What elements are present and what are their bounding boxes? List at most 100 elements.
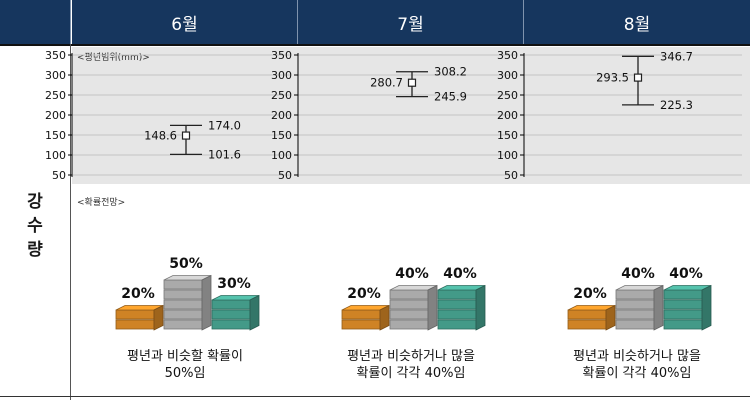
range-chart-june: 350 300 250 200 150 100 50 174.0 101.6 148.6 <box>45 49 290 182</box>
y-tick-label: 300 <box>271 69 292 82</box>
probability-note-august: 평년과 비슷하거나 많을 확률이 각각 40%임 <box>573 349 701 381</box>
above-normal-side <box>701 284 712 331</box>
below-normal-percent-label: 20% <box>347 286 381 302</box>
above-normal-percent-label: 30% <box>217 276 251 292</box>
near-normal-block <box>389 299 429 310</box>
near-normal-block <box>615 319 655 330</box>
y-tick-label: 350 <box>271 49 292 62</box>
lower-value-label: 101.6 <box>208 147 241 161</box>
y-tick-label: 100 <box>45 149 66 162</box>
above-normal-block <box>663 309 703 320</box>
below-normal-block <box>341 309 381 320</box>
near-normal-block <box>615 289 655 300</box>
near-normal-block <box>615 299 655 310</box>
above-normal-side <box>249 294 260 331</box>
above-normal-block <box>211 309 251 320</box>
above-normal-percent-label: 40% <box>669 266 703 282</box>
y-tick-label: 200 <box>271 109 292 122</box>
mean-value-label: 148.6 <box>144 129 177 143</box>
lower-value-label: 245.9 <box>434 90 467 104</box>
mean-marker <box>633 73 643 82</box>
y-tick-label: 250 <box>497 89 518 102</box>
y-tick-label: 200 <box>497 109 518 122</box>
below-normal-block <box>341 319 381 330</box>
header-corner <box>0 0 70 44</box>
mean-marker <box>181 131 191 140</box>
probability-caption: <확률전망> <box>77 198 126 208</box>
y-tick-label: 300 <box>45 69 66 82</box>
near-normal-side <box>201 274 212 331</box>
probability-chart-august: 20% 40% 40% <box>567 266 712 331</box>
near-normal-block <box>163 279 203 290</box>
near-normal-block <box>163 309 203 320</box>
header-month-aug: 8월 <box>524 0 750 44</box>
probability-chart-june: 20% 50% 30% <box>115 256 260 331</box>
near-normal-percent-label: 40% <box>621 266 655 282</box>
probability-chart-july: 20% 40% 40% <box>341 266 486 331</box>
above-normal-side <box>475 284 486 331</box>
mean-value-label: 280.7 <box>370 76 403 90</box>
near-normal-block <box>389 309 429 320</box>
header-month-jun: 6월 <box>72 0 297 44</box>
near-normal-side <box>427 284 438 331</box>
range-chart-july: 350 300 250 200 150 100 50 308.2 245.9 280.7 <box>271 49 516 182</box>
precipitation-label: 강 수 량 <box>27 192 43 260</box>
header-month-jul: 7월 <box>298 0 523 44</box>
upper-value-label: 174.0 <box>208 118 241 132</box>
below-normal-percent-label: 20% <box>573 286 607 302</box>
y-tick-label: 250 <box>45 89 66 102</box>
y-tick-label: 50 <box>504 169 518 182</box>
below-normal-side <box>605 304 616 331</box>
above-normal-block <box>211 299 251 310</box>
near-normal-block <box>163 289 203 300</box>
below-normal-block <box>567 319 607 330</box>
upper-value-label: 346.7 <box>660 49 693 63</box>
near-normal-percent-label: 50% <box>169 256 203 272</box>
above-normal-block <box>437 289 477 300</box>
y-tick-label: 50 <box>52 169 66 182</box>
below-normal-block <box>567 309 607 320</box>
header-divider <box>70 0 71 44</box>
y-tick-label: 150 <box>45 129 66 142</box>
header-divider <box>297 0 298 44</box>
left-column-divider <box>70 44 71 400</box>
below-normal-block <box>115 319 155 330</box>
near-normal-percent-label: 40% <box>395 266 429 282</box>
near-normal-side <box>653 284 664 331</box>
y-tick-label: 150 <box>271 129 292 142</box>
above-normal-percent-label: 40% <box>443 266 477 282</box>
below-normal-side <box>153 304 164 331</box>
upper-value-label: 308.2 <box>434 65 467 79</box>
mean-marker <box>407 78 417 87</box>
above-normal-block <box>437 309 477 320</box>
near-normal-block <box>389 289 429 300</box>
near-normal-block <box>163 299 203 310</box>
below-normal-percent-label: 20% <box>121 286 155 302</box>
y-tick-label: 350 <box>45 49 66 62</box>
above-normal-block <box>437 319 477 330</box>
above-normal-block <box>663 319 703 330</box>
near-normal-block <box>615 309 655 320</box>
y-tick-label: 250 <box>271 89 292 102</box>
below-normal-side <box>379 304 390 331</box>
above-normal-block <box>211 319 251 330</box>
range-caption: <평년범위(mm)> <box>77 53 150 63</box>
range-chart-august: 350 300 250 200 150 100 50 346.7 225.3 293.5 <box>497 49 742 182</box>
above-normal-block <box>663 299 703 310</box>
y-tick-label: 350 <box>497 49 518 62</box>
y-tick-label: 200 <box>45 109 66 122</box>
y-tick-label: 100 <box>497 149 518 162</box>
near-normal-block <box>389 319 429 330</box>
y-tick-label: 50 <box>278 169 292 182</box>
mean-value-label: 293.5 <box>596 71 629 85</box>
above-normal-block <box>663 289 703 300</box>
near-normal-block <box>163 319 203 330</box>
header-bottom-rule <box>0 44 750 46</box>
y-tick-label: 100 <box>271 149 292 162</box>
lower-value-label: 225.3 <box>660 98 693 112</box>
header-divider <box>523 0 524 44</box>
y-tick-label: 300 <box>497 69 518 82</box>
above-normal-block <box>437 299 477 310</box>
probability-note-june: 평년과 비슷할 확률이 50%임 <box>127 349 243 381</box>
below-normal-block <box>115 309 155 320</box>
